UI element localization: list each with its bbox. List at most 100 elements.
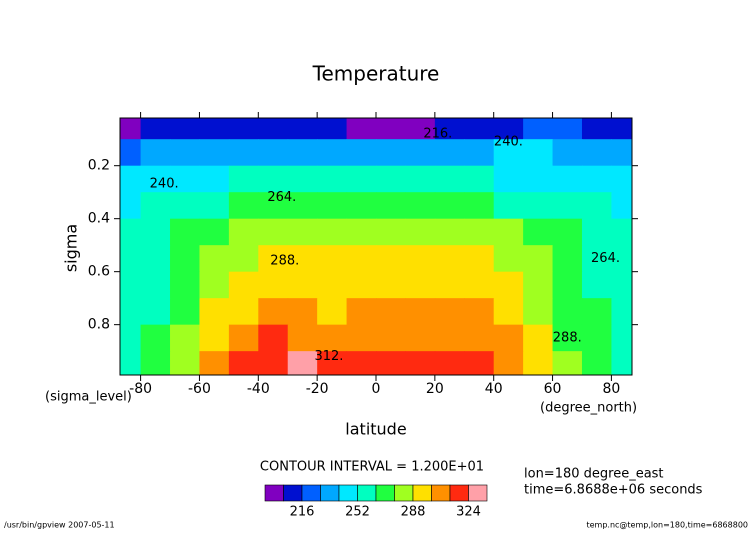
cell [199,218,230,246]
cell [120,118,142,140]
cell [493,351,524,375]
cell [170,139,200,167]
cell [287,118,318,140]
colorbar-tick-label: 288 [401,505,426,520]
cell [523,298,554,326]
cell [464,218,495,246]
cell [611,118,632,140]
cell [346,192,377,220]
cell [493,298,524,326]
cell [611,165,632,193]
cell [140,271,171,299]
cell [376,218,406,246]
cell [258,118,289,140]
x-tick-label: 40 [485,381,503,397]
cell [581,245,612,273]
note: time=6.8688e+06 seconds [524,483,703,498]
cell [523,271,554,299]
cell [170,165,200,193]
x-tick-label: -80 [129,381,152,397]
cell [228,139,259,167]
cell [199,118,230,140]
cell [228,324,259,352]
cell [376,351,406,375]
cell [287,165,318,193]
cell [434,139,465,167]
cell [434,118,465,140]
cell [346,218,377,246]
x-tick-label: 60 [544,381,562,397]
cell [376,271,406,299]
cell [199,271,230,299]
cell [346,139,377,167]
cell [552,271,583,299]
cell [170,351,200,375]
cell [464,351,495,375]
cell [493,324,524,352]
cell [405,192,436,220]
cell [140,245,171,273]
cell [434,298,465,326]
cell [523,165,554,193]
cell [140,298,171,326]
cell [346,298,377,326]
colorbar-box [338,484,358,502]
cell [464,192,495,220]
colorbar-box [449,484,469,502]
cell [464,271,495,299]
cell [434,192,465,220]
cell [258,218,289,246]
cell [170,192,200,220]
colorbar-box [264,484,284,502]
cell [376,139,406,167]
cell [405,165,436,193]
x-tick-label: -20 [306,381,329,397]
cell [258,192,289,220]
cell [287,351,318,375]
cell [464,324,495,352]
cell [317,165,348,193]
cell [287,298,318,326]
cell [405,271,436,299]
cell [376,118,406,140]
cell [199,165,230,193]
contour-label: 216. [423,126,452,141]
cell [523,139,554,167]
cell [523,351,554,375]
cell [346,351,377,375]
y-tick-label: 0.4 [88,211,110,227]
cell [376,245,406,273]
x-tick-label: -60 [188,381,211,397]
cell [581,351,612,375]
cell [258,245,289,273]
cell [493,218,524,246]
cell [464,139,495,167]
cell [228,271,259,299]
cell [611,324,632,352]
cell [611,192,632,220]
cell [493,271,524,299]
cell [287,245,318,273]
cell [287,192,318,220]
colorbar-box [468,484,488,502]
contour-label: 288. [270,254,299,269]
colorbar-tick-label: 252 [345,505,370,520]
contour-label: 264. [267,190,296,205]
cell [120,271,142,299]
cell [493,118,524,140]
cell [552,118,583,140]
cell [346,165,377,193]
cell [170,118,200,140]
cell [581,218,612,246]
cell [170,218,200,246]
cell [581,324,612,352]
cell [228,118,259,140]
cell [287,139,318,167]
cell [287,271,318,299]
cell [493,139,524,167]
cell [405,218,436,246]
cell [287,324,318,352]
y-tick-label: 0.8 [88,317,110,333]
cell [405,139,436,167]
x-tick-label: 80 [602,381,620,397]
